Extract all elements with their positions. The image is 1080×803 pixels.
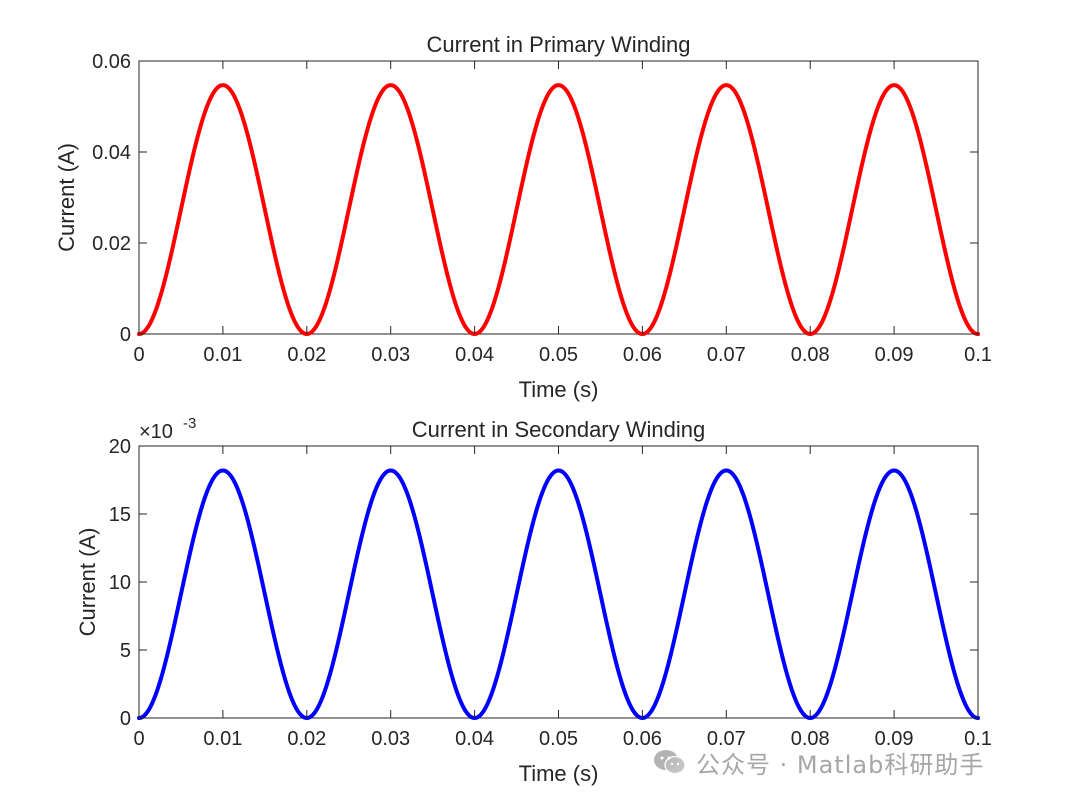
chart-title: Current in Primary Winding	[426, 32, 690, 57]
x-tick-label: 0.05	[539, 344, 578, 366]
x-tick-label: 0.09	[875, 344, 914, 366]
x-tick-label: 0.06	[623, 728, 662, 750]
x-tick-label: 0.06	[623, 344, 662, 366]
y-tick-label: 15	[109, 504, 131, 526]
x-tick-label: 0	[133, 344, 144, 366]
series-line-secondary-current	[137, 468, 980, 720]
series-line-primary-current	[137, 83, 980, 336]
x-tick-label: 0.1	[964, 344, 992, 366]
x-tick-label: 0.03	[371, 344, 410, 366]
x-tick-label: 0.05	[539, 728, 578, 750]
y-tick-label: 0.06	[92, 51, 131, 73]
y-axis-exponent-power: -3	[183, 415, 196, 432]
x-axis-label: Time (s)	[519, 377, 599, 402]
x-tick-label: 0	[133, 728, 144, 750]
x-tick-label: 0.07	[707, 728, 746, 750]
y-tick-label: 20	[109, 436, 131, 458]
watermark-text: 公众号 · Matlab科研助手	[696, 750, 985, 779]
y-axis-label: Current (A)	[75, 528, 100, 637]
primary-winding-plot: 0 0.01 0.02 0.03 0.04 0.05 0.06 0.07 0.08 0.09 0.1…	[54, 32, 992, 402]
x-tick-label: 0.08	[791, 728, 830, 750]
y-tick-label: 0.02	[92, 233, 131, 255]
x-tick-label: 0.01	[203, 728, 242, 750]
y-tick-label: 5	[120, 640, 131, 662]
y-axis-exponent: ×10	[139, 421, 173, 443]
x-tick-label: 0.04	[455, 344, 494, 366]
y-tick-label: 0	[120, 324, 131, 346]
secondary-winding-plot: 0 0.01 0.02 0.03 0.04 0.05 0.06 0.07 0.08 0.09 0.1…	[75, 415, 992, 786]
y-tick-label: 0.04	[92, 142, 131, 164]
x-tick-label: 0.1	[964, 728, 992, 750]
x-tick-label: 0.09	[875, 728, 914, 750]
y-tick-label: 0	[120, 708, 131, 730]
x-tick-label: 0.01	[203, 344, 242, 366]
x-tick-label: 0.02	[287, 344, 326, 366]
wechat-icon	[654, 750, 686, 775]
x-tick-label: 0.08	[791, 344, 830, 366]
y-axis-label: Current (A)	[54, 143, 79, 252]
x-tick-label: 0.04	[455, 728, 494, 750]
x-axis-label: Time (s)	[519, 761, 599, 786]
chart-title: Current in Secondary Winding	[412, 417, 705, 442]
watermark: 公众号 · Matlab科研助手	[652, 742, 984, 782]
y-tick-label: 10	[109, 572, 131, 594]
x-tick-label: 0.02	[287, 728, 326, 750]
x-tick-label: 0.07	[707, 344, 746, 366]
x-tick-label: 0.03	[371, 728, 410, 750]
